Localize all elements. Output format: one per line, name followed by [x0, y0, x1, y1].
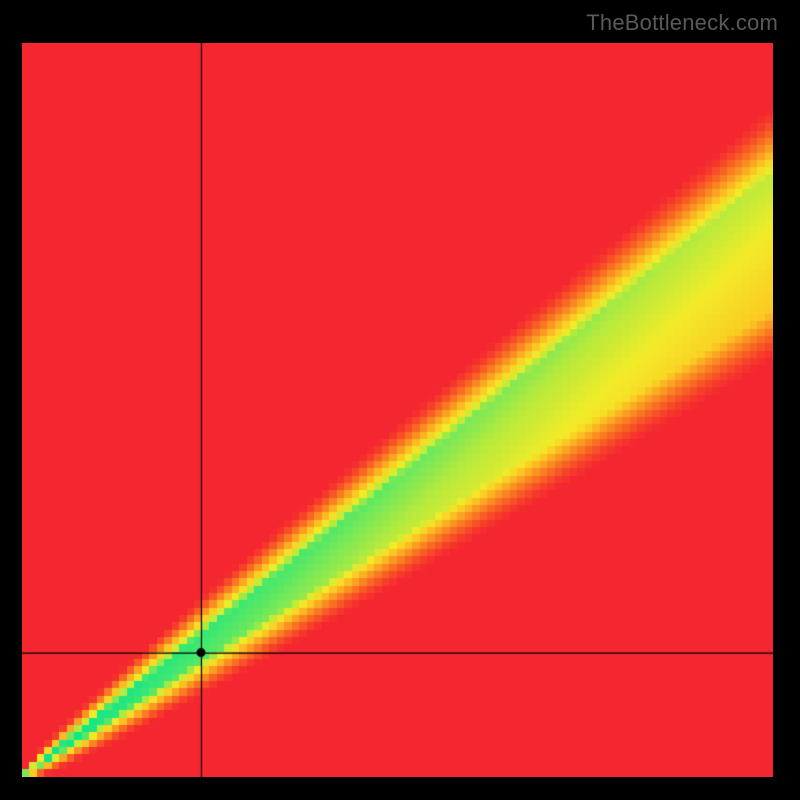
watermark-text: TheBottleneck.com	[586, 10, 778, 36]
bottleneck-heatmap	[22, 43, 773, 777]
page-root: TheBottleneck.com	[0, 0, 800, 800]
